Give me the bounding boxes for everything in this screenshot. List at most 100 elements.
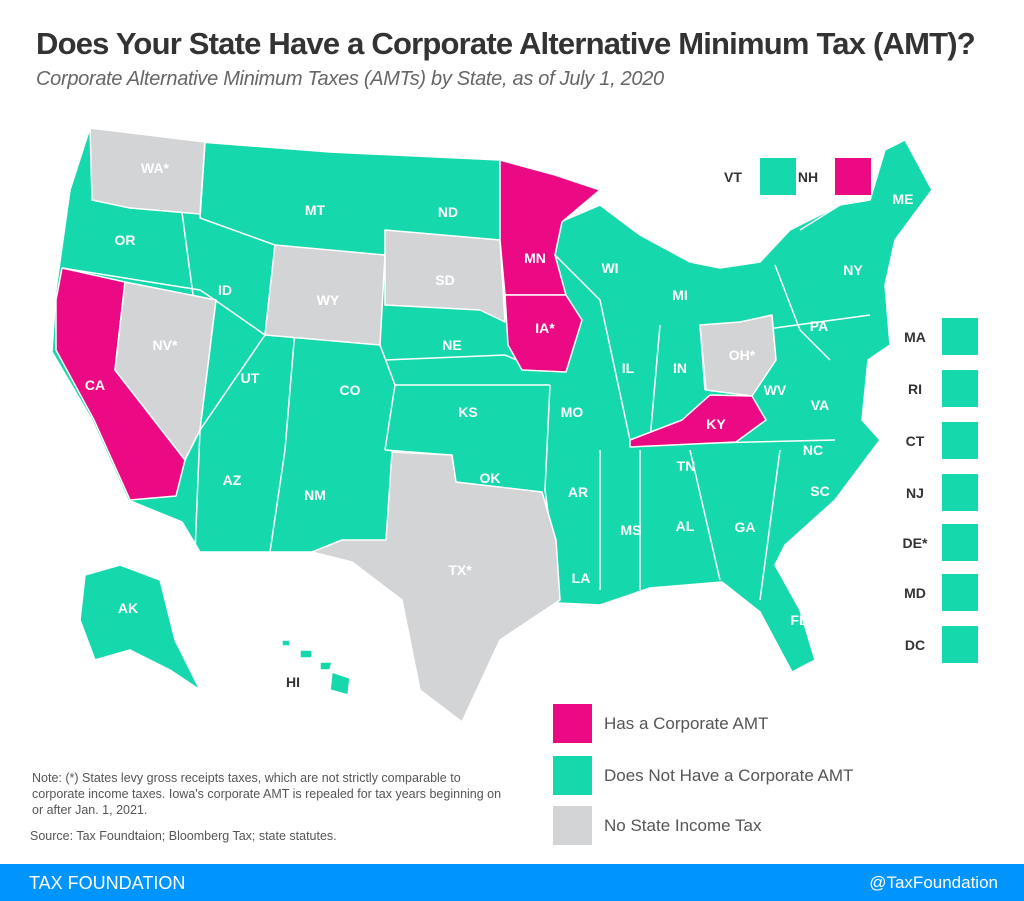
state-hi-island	[299, 649, 313, 659]
small-state-label: NJ	[906, 485, 924, 501]
state-label: WY	[317, 292, 340, 308]
small-state-box	[942, 370, 978, 407]
state-label: MT	[305, 202, 326, 218]
legend-item-no-income-tax: No State Income Tax	[553, 806, 762, 845]
state-label: LA	[572, 570, 591, 586]
us-map: WA* OR CA NV* ID MT WY UT AZ CO NM ND SD NE KS OK TX* MN I…	[51, 127, 978, 723]
state-label: ND	[438, 204, 458, 220]
state-label: ME	[893, 191, 914, 207]
state-label: OR	[115, 232, 136, 248]
legend-label: Does Not Have a Corporate AMT	[604, 765, 854, 785]
state-label: VA	[811, 397, 829, 413]
footer-bar: TAX FOUNDATION @TaxFoundation	[0, 864, 1024, 901]
legend-label: No State Income Tax	[604, 815, 762, 835]
state-label: KS	[458, 404, 477, 420]
small-state-box	[942, 574, 978, 611]
state-label: GA	[735, 519, 756, 535]
small-state-box	[942, 474, 978, 511]
legend-swatch	[553, 756, 592, 795]
small-state-label: MD	[904, 585, 926, 601]
state-oh	[699, 314, 777, 397]
state-label: IL	[622, 360, 635, 376]
legend-swatch	[553, 704, 592, 743]
small-state-label: RI	[908, 381, 922, 397]
small-state-label: MA	[904, 329, 926, 345]
state-label: NC	[803, 442, 823, 458]
state-label: CA	[85, 377, 105, 393]
state-label: AZ	[223, 472, 242, 488]
state-label: CO	[340, 382, 361, 398]
state-border	[649, 324, 661, 441]
state-tx	[311, 451, 561, 723]
legend-item-no-amt: Does Not Have a Corporate AMT	[553, 756, 853, 795]
state-label: HI	[286, 674, 300, 690]
small-state-box	[835, 158, 871, 195]
small-state-box	[942, 626, 978, 663]
state-label: KY	[706, 416, 726, 432]
state-label: UT	[241, 370, 260, 386]
state-hi-island	[319, 661, 333, 671]
small-state-label: DE*	[903, 535, 928, 551]
state-label: NV*	[153, 337, 178, 353]
small-state-box	[760, 158, 796, 195]
legend-label: Has a Corporate AMT	[604, 713, 769, 733]
state-label: MI	[672, 287, 688, 303]
page-title: Does Your State Have a Corporate Alterna…	[36, 26, 976, 61]
state-label: NE	[442, 337, 461, 353]
state-hi-island	[329, 671, 351, 696]
state-nv	[114, 281, 217, 461]
state-hi-island	[281, 639, 291, 647]
small-state-label: CT	[906, 433, 925, 449]
small-state-label: VT	[724, 169, 742, 185]
state-wa	[89, 127, 206, 215]
state-label: IN	[673, 360, 687, 376]
state-label: WI	[601, 260, 618, 276]
state-wy	[264, 244, 386, 346]
state-ia	[504, 294, 583, 373]
state-label: AK	[118, 600, 138, 616]
state-ak	[79, 564, 201, 691]
small-state-label: NH	[798, 169, 818, 185]
state-label: AL	[676, 518, 695, 534]
small-state-box	[942, 422, 978, 459]
state-border	[759, 314, 871, 331]
small-state-box	[942, 318, 978, 355]
state-label: PA	[810, 318, 828, 334]
state-label: MN	[524, 250, 546, 266]
state-mn	[499, 159, 601, 296]
state-label: WV	[764, 382, 787, 398]
state-label: FL	[790, 612, 808, 628]
small-state-label: DC	[905, 637, 925, 653]
state-border	[61, 267, 216, 301]
state-label: MS	[621, 522, 642, 538]
source-note: Source: Tax Foundtaion; Bloomberg Tax; s…	[30, 829, 337, 843]
state-label: IA*	[535, 320, 555, 336]
state-label: NY	[843, 262, 863, 278]
state-label: OH*	[729, 347, 756, 363]
legend-item-has-amt: Has a Corporate AMT	[553, 704, 768, 743]
page-subtitle: Corporate Alternative Minimum Taxes (AMT…	[36, 68, 664, 90]
state-ky	[629, 394, 767, 448]
state-label: AR	[568, 484, 588, 500]
brand-name: TAX FOUNDATION	[29, 873, 186, 893]
legend-swatch	[553, 806, 592, 845]
state-border	[774, 264, 831, 361]
state-border	[689, 449, 721, 581]
state-label: TN	[677, 458, 696, 474]
social-handle[interactable]: @TaxFoundation	[869, 873, 998, 892]
state-label: MO	[561, 404, 584, 420]
state-border	[554, 254, 631, 441]
state-border	[269, 329, 296, 553]
state-label: ID	[218, 282, 232, 298]
state-sd	[384, 229, 506, 323]
footnote: Note: (*) States levy gross receipts tax…	[32, 771, 502, 817]
state-border	[799, 204, 841, 231]
state-label: WA*	[141, 160, 170, 176]
state-label: SD	[435, 272, 454, 288]
state-label: SC	[810, 483, 829, 499]
small-state-box	[942, 524, 978, 561]
state-label: NM	[304, 487, 326, 503]
state-label: OK	[480, 470, 501, 486]
state-label: TX*	[448, 562, 472, 578]
state-border	[759, 449, 781, 601]
